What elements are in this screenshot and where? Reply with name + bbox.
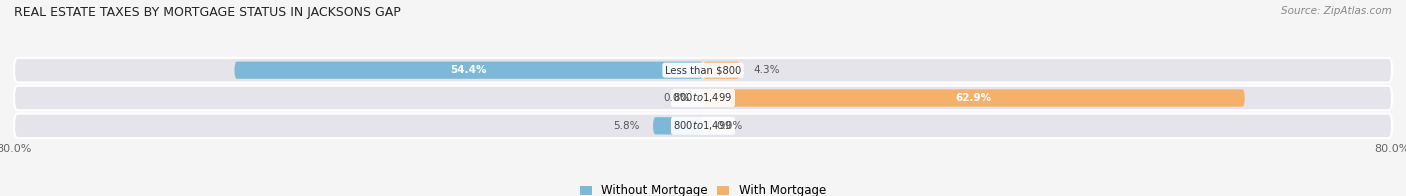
Text: 0.0%: 0.0% — [716, 121, 742, 131]
Text: 62.9%: 62.9% — [956, 93, 991, 103]
Text: Less than $800: Less than $800 — [665, 65, 741, 75]
FancyBboxPatch shape — [703, 62, 740, 79]
FancyBboxPatch shape — [14, 58, 1392, 83]
Text: Source: ZipAtlas.com: Source: ZipAtlas.com — [1281, 6, 1392, 16]
Text: 5.8%: 5.8% — [613, 121, 640, 131]
FancyBboxPatch shape — [14, 86, 1392, 110]
Legend: Without Mortgage, With Mortgage: Without Mortgage, With Mortgage — [581, 184, 825, 196]
FancyBboxPatch shape — [652, 117, 703, 134]
Text: 0.0%: 0.0% — [664, 93, 690, 103]
Text: 4.3%: 4.3% — [754, 65, 779, 75]
FancyBboxPatch shape — [14, 113, 1392, 138]
Text: $800 to $1,499: $800 to $1,499 — [673, 119, 733, 132]
Text: $800 to $1,499: $800 to $1,499 — [673, 92, 733, 104]
FancyBboxPatch shape — [703, 89, 1244, 107]
Text: REAL ESTATE TAXES BY MORTGAGE STATUS IN JACKSONS GAP: REAL ESTATE TAXES BY MORTGAGE STATUS IN … — [14, 6, 401, 19]
FancyBboxPatch shape — [235, 62, 703, 79]
Text: 54.4%: 54.4% — [450, 65, 486, 75]
